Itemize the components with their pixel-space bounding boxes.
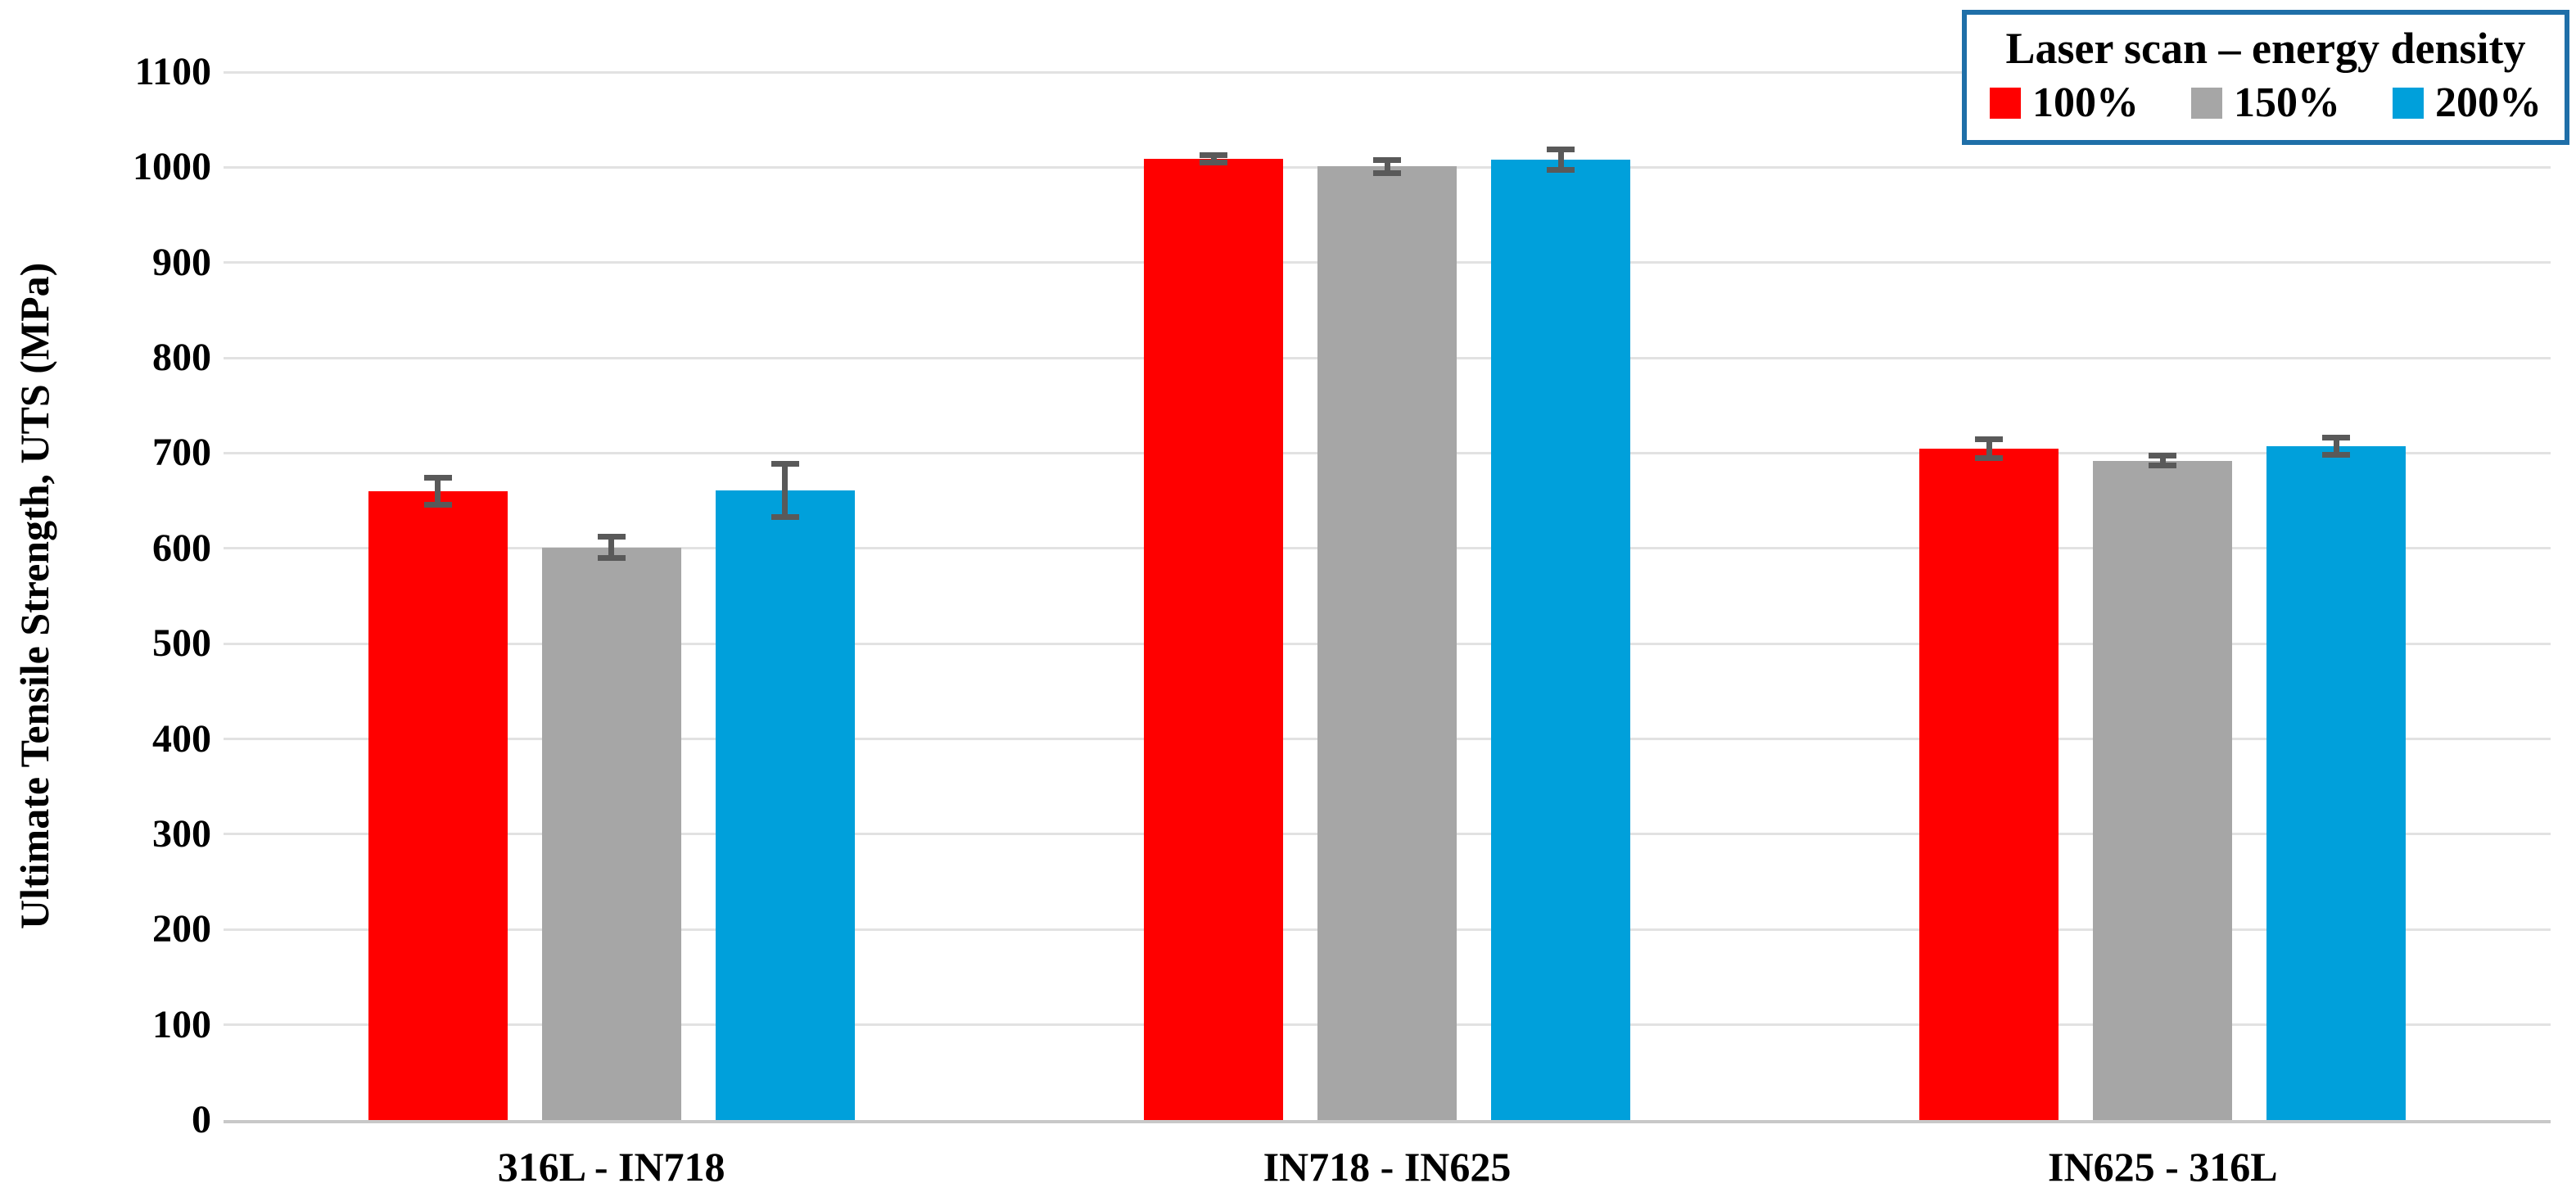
x-axis-labels: 316L - IN718 IN718 - IN625 IN625 - 316L <box>224 1143 2551 1197</box>
error-bar-cap <box>1200 151 1227 158</box>
bar-group <box>1144 72 1630 1120</box>
y-tick-label: 1100 <box>134 50 211 93</box>
y-tick-label: 200 <box>152 907 211 951</box>
error-bar-cap <box>771 460 799 467</box>
legend-swatch-icon <box>2393 87 2424 119</box>
error-bar-cap <box>2149 453 2177 459</box>
y-tick-label: 100 <box>152 1002 211 1046</box>
gridline <box>224 70 2551 74</box>
error-bar <box>1547 146 1575 174</box>
error-bar <box>1200 151 1227 166</box>
error-bar-cap <box>1373 169 1401 176</box>
y-tick-label: 400 <box>152 716 211 761</box>
legend-item-100%: 100% <box>1990 79 2139 127</box>
bar-200%-IN718 - IN625 <box>1491 160 1630 1120</box>
error-bar <box>1373 156 1401 176</box>
x-category-label: IN625 - 316L <box>2048 1144 2278 1190</box>
error-bar <box>1975 436 2004 461</box>
error-bar-cap <box>423 475 452 481</box>
y-axis-ticks: 0 100 200 300 400 500 600 700 800 900 1000 1100 <box>0 52 211 1140</box>
y-tick-label: 900 <box>152 240 211 284</box>
bar-group <box>368 72 855 1120</box>
error-bar-cap <box>2322 435 2351 441</box>
error-bar-cap <box>597 534 626 540</box>
error-bar-cap <box>597 554 626 561</box>
bar-100%-316L - IN718 <box>368 491 508 1120</box>
error-bar <box>423 475 452 508</box>
y-tick-label: 700 <box>152 431 211 475</box>
legend-item-200%: 200% <box>2393 79 2542 127</box>
y-tick-label: 800 <box>152 336 211 380</box>
legend-title: Laser scan – energy density <box>2005 24 2526 73</box>
error-bar-cap <box>1975 436 2004 442</box>
y-tick-label: 500 <box>152 621 211 666</box>
bar-group <box>1919 72 2407 1120</box>
error-bar-stem <box>782 460 789 520</box>
legend-item-150%: 150% <box>2191 79 2340 127</box>
x-category-label: 316L - IN718 <box>497 1144 725 1190</box>
bar-150%-IN718 - IN625 <box>1317 166 1457 1120</box>
y-tick-label: 300 <box>152 811 211 856</box>
plot-area <box>224 70 2551 1123</box>
error-bar <box>2322 435 2351 458</box>
error-bar-cap <box>1200 160 1227 166</box>
legend-swatch-icon <box>2191 87 2222 119</box>
legend-swatch-icon <box>1990 87 2021 119</box>
bar-100%-IN718 - IN625 <box>1144 158 1283 1120</box>
legend-item-label: 100% <box>2032 79 2139 126</box>
error-bar-cap <box>1373 156 1401 163</box>
error-bar-cap <box>1547 146 1575 152</box>
bar-200%-316L - IN718 <box>715 490 855 1120</box>
error-bar-cap <box>2322 452 2351 458</box>
error-bar <box>597 534 626 561</box>
legend-items: 100% 150% 200% <box>1990 79 2542 127</box>
bar-150%-316L - IN718 <box>541 547 681 1120</box>
error-bar <box>771 460 799 520</box>
x-category-label: IN718 - IN625 <box>1263 1144 1512 1190</box>
legend-item-label: 150% <box>2234 79 2340 126</box>
y-tick-label: 0 <box>192 1098 211 1141</box>
error-bar-cap <box>2149 463 2177 469</box>
bar-200%-IN625 - 316L <box>2266 446 2407 1120</box>
error-bar-cap <box>771 513 799 520</box>
error-bar <box>2149 453 2177 469</box>
bar-100%-IN625 - 316L <box>1919 448 2059 1120</box>
error-bar-stem <box>435 475 441 508</box>
error-bar-stem <box>1384 156 1390 176</box>
error-bar-cap <box>1975 454 2004 461</box>
legend-item-label: 200% <box>2435 79 2542 126</box>
y-tick-label: 1000 <box>133 145 211 189</box>
error-bar-cap <box>423 501 452 508</box>
error-bar-stem <box>1210 151 1217 166</box>
error-bar-stem <box>1557 146 1564 174</box>
error-bar-stem <box>2159 453 2166 469</box>
legend: Laser scan – energy density 100% 150% 200% <box>1962 10 2569 145</box>
y-tick-label: 600 <box>152 526 211 570</box>
error-bar-stem <box>1986 436 1992 461</box>
error-bar-stem <box>2333 435 2339 458</box>
error-bar-stem <box>608 534 615 561</box>
bar-150%-IN625 - 316L <box>2093 460 2233 1120</box>
error-bar-cap <box>1547 167 1575 174</box>
